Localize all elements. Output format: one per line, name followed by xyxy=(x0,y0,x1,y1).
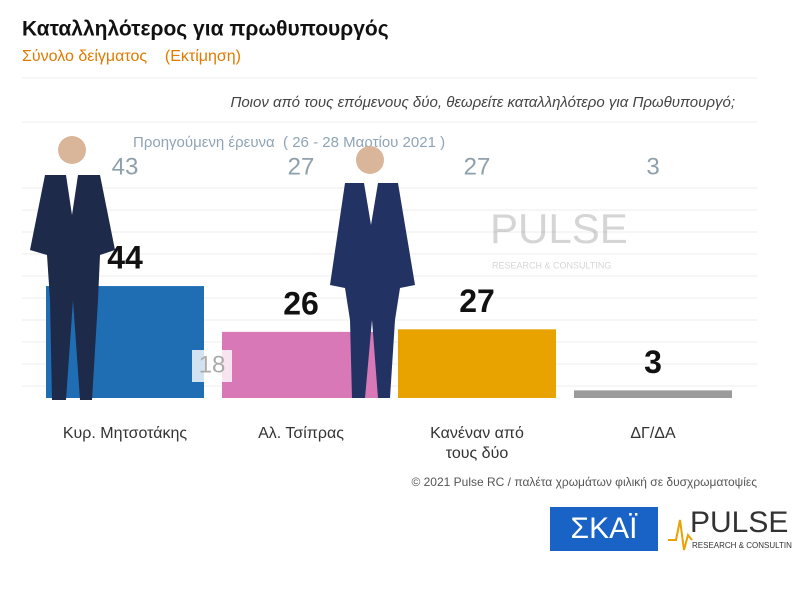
previous-value: 27 xyxy=(464,153,491,180)
pollster-tagline: RESEARCH & CONSULTING xyxy=(692,541,792,550)
question: Ποιον από τους επόμενους δύο, θεωρείτε κ… xyxy=(230,94,735,111)
value-label: 26 xyxy=(283,285,319,321)
category-label: Κανέναν από τους δύο xyxy=(430,425,524,462)
previous-value: 3 xyxy=(646,153,659,180)
bar xyxy=(398,329,556,398)
value-label: 44 xyxy=(107,240,143,276)
chart-title: Καταλληλότερος για πρωθυπουργός xyxy=(22,18,389,41)
pollster-logo: PULSE xyxy=(690,506,788,539)
annotation-box xyxy=(192,350,232,382)
watermark: PULSE RESEARCH & CONSULTING xyxy=(490,205,628,270)
bar xyxy=(574,390,732,398)
previous-value: 43 xyxy=(112,153,139,180)
photo-left xyxy=(30,136,115,400)
previous-label: Προηγούμενη έρευνα ( 26 - 28 Μαρτίου 202… xyxy=(133,134,445,151)
previous-value: 27 xyxy=(288,153,315,180)
channel-logo-text: ΣΚΑΪ xyxy=(571,512,639,545)
category-label: ΔΓ/ΔΑ xyxy=(630,425,676,442)
subtitle: Σύνολο δείγματος (Εκτίμηση) xyxy=(22,48,241,65)
category-label: Αλ. Τσίπρας xyxy=(258,425,344,442)
pollster-icon xyxy=(668,519,693,551)
difference-label: 18 xyxy=(199,351,226,378)
category-label: Κυρ. Μητσοτάκης xyxy=(62,425,188,442)
watermark-tagline: RESEARCH & CONSULTING xyxy=(492,260,611,270)
channel-logo xyxy=(550,507,658,551)
photo-right xyxy=(330,146,415,398)
watermark-text: PULSE xyxy=(490,205,628,252)
value-label: 3 xyxy=(644,344,662,380)
footer: © 2021 Pulse RC / παλέτα χρωμάτων φιλική… xyxy=(411,475,757,489)
value-label: 27 xyxy=(459,283,495,319)
